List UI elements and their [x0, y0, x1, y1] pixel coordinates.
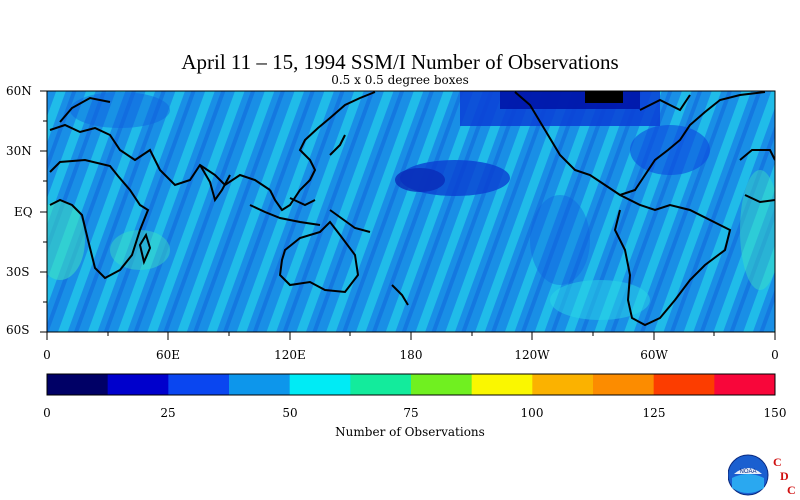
lon-label-0: 0: [43, 348, 51, 362]
colorbar-segment: [168, 374, 230, 395]
colorbar-frame: [46, 373, 776, 396]
colorbar-segment: [107, 374, 169, 395]
lat-label-eq: EQ: [14, 205, 33, 219]
lon-label-60w: 60W: [640, 348, 668, 362]
colorbar-segment: [471, 374, 533, 395]
lon-label-180: 180: [399, 348, 423, 362]
coastlines: [49, 91, 775, 327]
low-obs-zone: [395, 168, 445, 192]
noaa-cdc-logo: NOAA C D C: [728, 454, 796, 497]
lon-label-0-east: 0: [771, 348, 779, 362]
colorbar-title: Number of Observations: [335, 425, 485, 439]
logo-letter-c1: C: [773, 455, 782, 469]
noaa-agency-text: NOAA: [739, 469, 756, 475]
colorbar-tick-50: 50: [282, 406, 298, 420]
high-obs-zone: [110, 230, 170, 270]
colorbar-tick-100: 100: [520, 406, 544, 420]
colorbar-segment: [350, 374, 412, 395]
colorbar: [47, 374, 776, 395]
colorbar-segment: [289, 374, 351, 395]
lon-label-120e: 120E: [274, 348, 306, 362]
colorbar-segment: [229, 374, 291, 395]
high-obs-zone: [550, 280, 650, 320]
colorbar-tick-0: 0: [43, 406, 51, 420]
colorbar-tick-75: 75: [403, 406, 419, 420]
colorbar-tick-150: 150: [763, 406, 787, 420]
colorbar-tick-25: 25: [160, 406, 176, 420]
chart-subtitle: 0.5 x 0.5 degree boxes: [331, 73, 469, 87]
low-obs-zone: [530, 195, 590, 285]
lat-label-60s: 60S: [6, 323, 30, 337]
colorbar-segment: [47, 374, 109, 395]
lon-label-60e: 60E: [155, 348, 181, 362]
observation-field: [47, 91, 775, 332]
lat-ticks: [40, 90, 47, 333]
colorbar-segment: [653, 374, 715, 395]
high-obs-zone: [47, 200, 85, 280]
colorbar-segment: [411, 374, 473, 395]
logo-letter-c2: C: [787, 483, 796, 497]
colorbar-segment: [714, 374, 776, 395]
colorbar-segment: [532, 374, 594, 395]
logo-letter-d: D: [780, 469, 789, 483]
lon-label-120w: 120W: [514, 348, 550, 362]
lat-label-30n: 30N: [6, 144, 32, 158]
no-data-zone: [585, 91, 623, 103]
colorbar-segment: [593, 374, 655, 395]
high-obs-zone: [740, 170, 775, 290]
lat-label-30s: 30S: [6, 265, 30, 279]
chart-title: April 11 – 15, 1994 SSM/I Number of Obse…: [181, 50, 619, 74]
lat-label-60n: 60N: [6, 84, 32, 98]
colorbar-tick-125: 125: [642, 406, 666, 420]
low-obs-zone: [70, 92, 170, 128]
low-obs-zone: [630, 125, 710, 175]
lon-ticks: [46, 332, 776, 340]
